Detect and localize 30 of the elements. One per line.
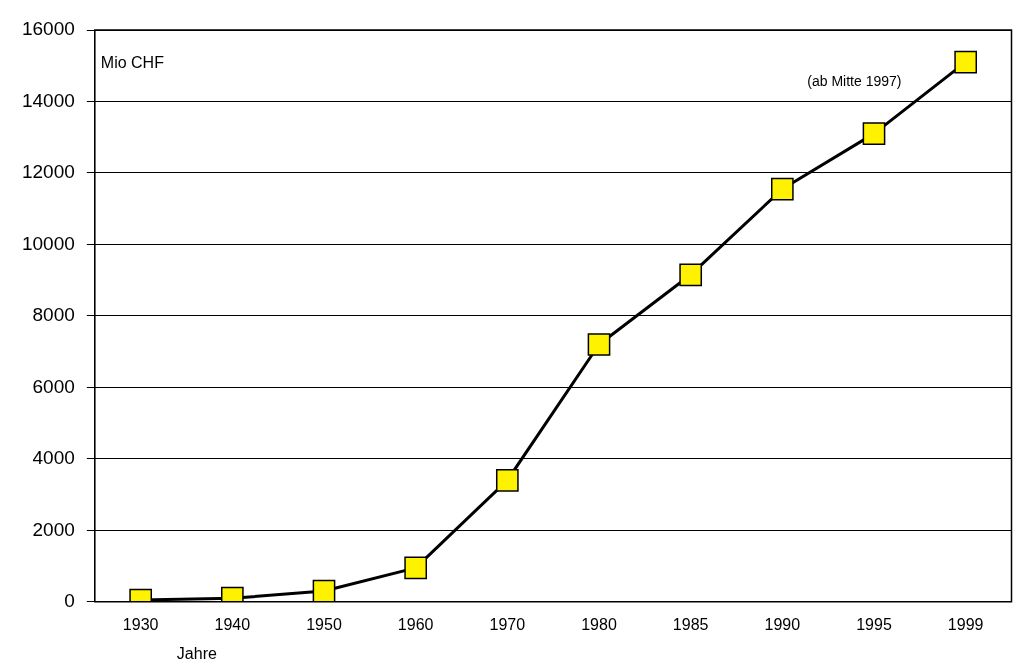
point — [587, 333, 611, 356]
y-tick-label: 14000 — [21, 89, 75, 111]
annotation: (ab Mitte 1997) — [807, 72, 902, 89]
x-tick-label: 1999 — [947, 615, 984, 633]
x-tick-label: 1950 — [306, 615, 342, 633]
y-tick-label: 4000 — [32, 447, 75, 469]
x-tick-label: 1940 — [214, 615, 251, 633]
point — [404, 556, 428, 580]
y-tick-label: 10000 — [21, 232, 75, 254]
y-tick-label: 12000 — [21, 161, 75, 183]
y-tick-label: 0 — [64, 590, 75, 612]
point — [679, 263, 703, 287]
y-axis-title: Mio CHF — [100, 54, 165, 72]
y-tick-label: 16000 — [21, 18, 75, 40]
x-tick-label: 1995 — [856, 615, 892, 633]
x-tick-label: 1990 — [764, 615, 801, 633]
x-axis-title: Jahre — [176, 645, 217, 661]
y-tick-label: 2000 — [32, 518, 75, 540]
x-tick-label: 1980 — [581, 615, 617, 633]
point — [312, 579, 336, 602]
x-tick-label: 1930 — [122, 615, 159, 633]
point — [862, 122, 886, 145]
x-tick-label: 1970 — [489, 615, 526, 633]
x-tick-label: 1960 — [397, 615, 434, 633]
point — [954, 50, 978, 74]
y-tick-label: 6000 — [32, 375, 75, 397]
x-tick-label: 1985 — [672, 615, 709, 633]
y-tick-label: 8000 — [32, 304, 75, 326]
point — [770, 177, 794, 201]
point — [495, 468, 519, 492]
